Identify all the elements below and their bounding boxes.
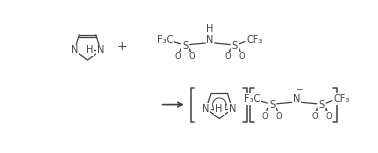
Text: O: O (262, 112, 268, 121)
Text: O: O (239, 52, 245, 61)
Text: N: N (293, 94, 301, 104)
Text: S: S (182, 41, 188, 51)
Text: O: O (175, 52, 181, 61)
Text: O: O (225, 52, 231, 61)
Text: O: O (325, 112, 332, 121)
Text: S: S (319, 100, 325, 110)
Text: O: O (189, 52, 195, 61)
Text: F₃C: F₃C (244, 94, 260, 104)
Text: N: N (71, 45, 78, 55)
Text: CF₃: CF₃ (333, 94, 350, 104)
Text: H: H (206, 24, 214, 34)
Text: +: + (117, 40, 128, 53)
Text: N: N (206, 35, 214, 45)
Text: CF₃: CF₃ (247, 35, 263, 45)
Text: H: H (217, 104, 224, 114)
Text: +: + (215, 102, 223, 111)
Text: S: S (232, 41, 238, 51)
Text: F₃C: F₃C (157, 35, 173, 45)
Text: −: − (294, 85, 302, 94)
Text: H: H (86, 45, 94, 55)
Text: N: N (97, 45, 104, 55)
Text: N: N (202, 104, 210, 114)
Text: O: O (276, 112, 282, 121)
Text: S: S (269, 100, 275, 110)
Text: N: N (229, 104, 236, 114)
Text: O: O (311, 112, 318, 121)
Text: H: H (215, 104, 222, 114)
